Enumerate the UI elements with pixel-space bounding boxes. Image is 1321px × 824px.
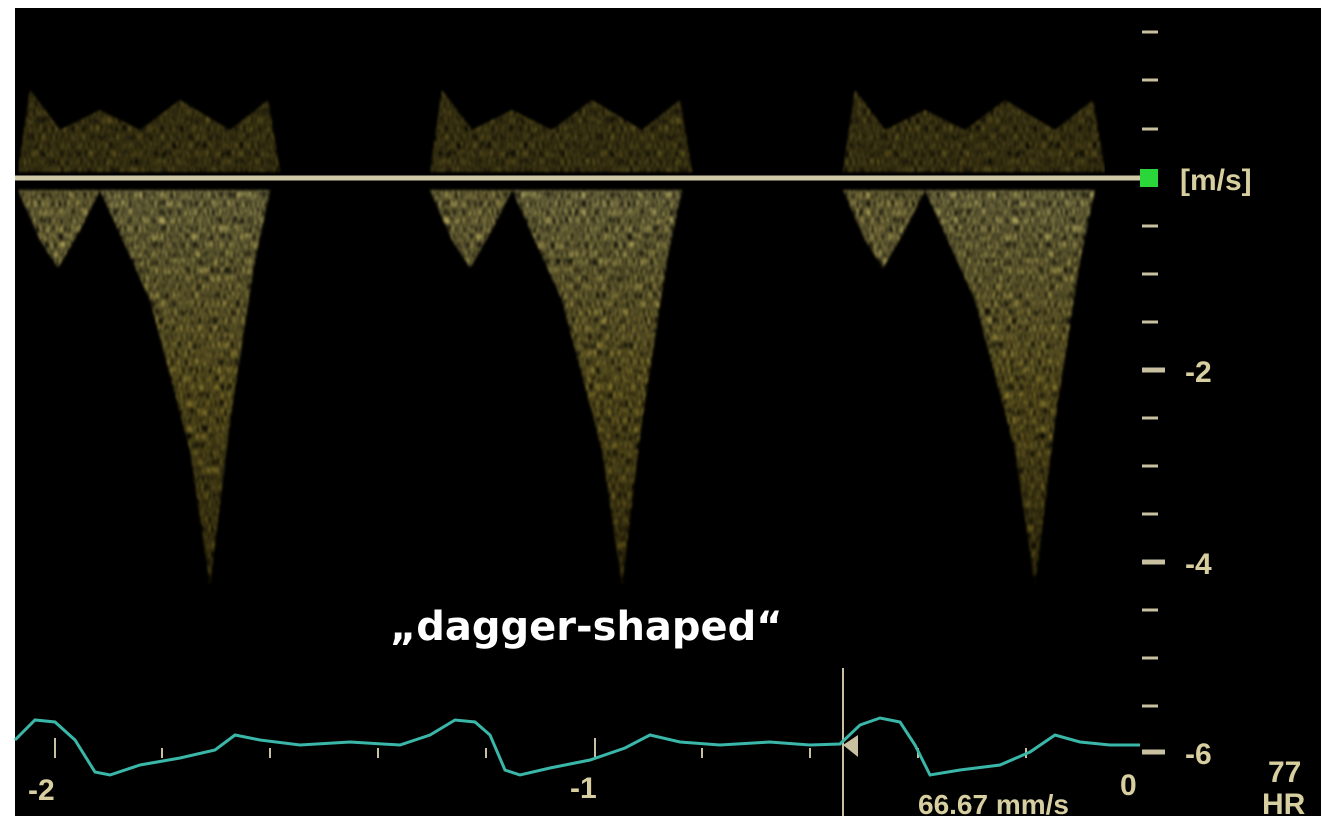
unit-label: [m/s] [1180, 164, 1252, 197]
heart-rate-value: 77 [1268, 756, 1301, 789]
scale-label: -6 [1185, 738, 1212, 771]
scale-label: -4 [1185, 548, 1212, 581]
sweep-speed: 66.67 mm/s [918, 789, 1069, 820]
scale-label: -2 [1185, 356, 1212, 389]
annotation: „dagger-shaped“ [390, 604, 783, 650]
doppler-image: [m/s] -2 -4 -6 -2 -1 0 66.67 mm/s 77 HR … [0, 0, 1321, 824]
time-label: -1 [570, 772, 597, 805]
baseline-marker [1140, 169, 1158, 187]
time-label: 0 [1120, 769, 1137, 802]
time-label: -2 [28, 774, 55, 807]
heart-rate-label: HR [1262, 788, 1306, 821]
page: [m/s] -2 -4 -6 -2 -1 0 66.67 mm/s 77 HR … [0, 0, 1321, 824]
